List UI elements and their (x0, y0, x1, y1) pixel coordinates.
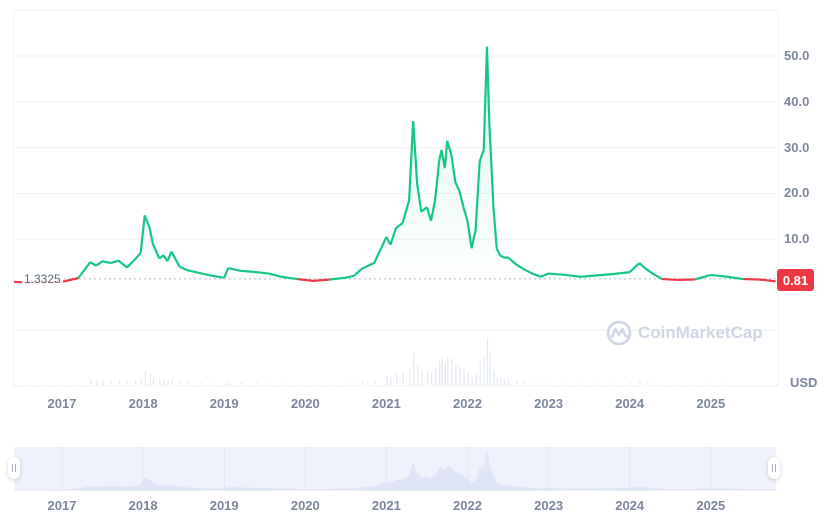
watermark-text: CoinMarketCap (638, 323, 763, 342)
x-tick-label: 2019 (209, 396, 239, 411)
navigator-right-handle[interactable] (768, 457, 780, 479)
x-tick-label: 2024 (615, 396, 645, 411)
y-tick-label: 30.0 (784, 139, 810, 155)
coinmarketcap-watermark: CoinMarketCap (606, 320, 763, 346)
navigator-left-handle[interactable] (8, 457, 20, 479)
y-tick-label: 10.0 (784, 231, 810, 247)
x-tick-label: 2024 (615, 498, 645, 513)
y-tick-label: 50.0 (784, 48, 810, 63)
x-tick-label: 2018 (128, 498, 158, 513)
y-tick-label: 20.0 (784, 185, 810, 201)
currency-label: USD (790, 375, 818, 390)
x-tick-label: 2017 (47, 498, 77, 513)
x-tick-label: 2022 (453, 498, 482, 513)
x-tick-label: 2019 (209, 498, 239, 513)
current-price-tag: 0.81 (777, 269, 814, 291)
x-tick-label: 2021 (371, 396, 401, 411)
price-line-above-baseline (77, 46, 744, 281)
navigator-gridlines (61, 447, 712, 491)
x-tick-label: 2023 (534, 396, 564, 411)
x-tick-label: 2025 (696, 498, 726, 513)
x-tick-label: 2021 (371, 498, 401, 513)
volume-bars (14, 338, 777, 385)
price-area-fill (14, 46, 776, 279)
x-tick-label: 2020 (290, 396, 320, 411)
x-tick-label: 2022 (453, 396, 482, 411)
y-tick-label: 40.0 (784, 93, 810, 109)
x-tick-label: 2018 (128, 396, 158, 411)
coinmarketcap-logo-icon (606, 320, 632, 346)
x-tick-label: 2020 (290, 498, 320, 513)
x-tick-label: 2025 (696, 396, 726, 411)
x-tick-label: 2017 (47, 396, 77, 411)
navigator-area (14, 448, 776, 490)
baseline-value-label: 1.3325 (22, 272, 63, 286)
x-tick-label: 2023 (534, 498, 564, 513)
